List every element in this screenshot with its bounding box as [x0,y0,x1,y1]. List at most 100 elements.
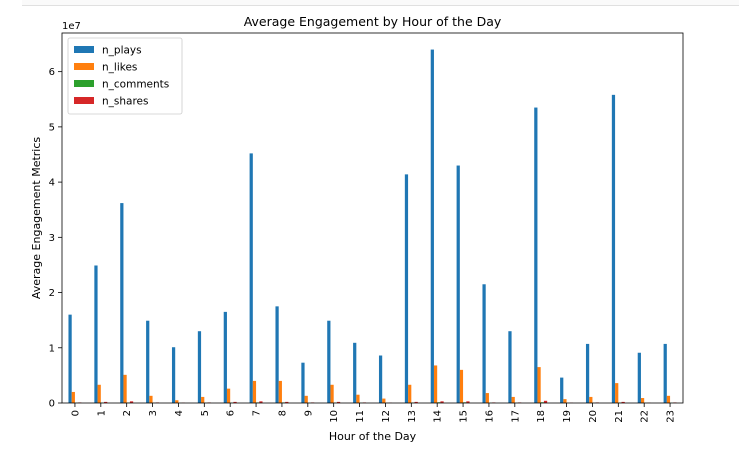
bar-n_likes-23 [666,395,671,403]
bar-n_plays-21 [611,94,616,404]
bar-n_likes-21 [615,383,619,403]
y-tick-label: 5 [49,122,55,133]
bar-n_plays-16 [482,284,486,403]
bar-n_shares-18 [543,400,548,403]
legend-label-n_comments: n_comments [102,79,169,91]
x-tick-label: 20 [588,410,599,423]
bar-n_plays-7 [249,153,253,403]
bar-n_shares-13 [414,401,418,403]
bar-n_plays-12 [378,355,383,403]
bar-n_likes-8 [278,380,282,403]
bar-n_likes-0 [71,391,75,403]
bar-n_shares-6 [233,401,237,403]
x-tick-label: 7 [252,410,263,416]
bar-n_likes-2 [123,374,127,403]
legend-swatch-n_likes [74,63,94,70]
x-tick-label: 3 [148,410,159,416]
bar-n_likes-20 [589,396,593,403]
legend-label-n_shares: n_shares [102,96,148,108]
bar-n_plays-23 [663,343,667,403]
bar-n_likes-10 [330,384,334,403]
bar-n_likes-3 [149,395,153,403]
bar-n_plays-8 [275,306,279,403]
y-tick-label: 3 [49,233,55,244]
bar-n_plays-4 [171,347,176,403]
bar-n_shares-10 [336,401,341,403]
bar-n_likes-13 [408,384,412,403]
x-tick-label: 1 [96,410,107,416]
x-tick-label: 17 [510,410,521,423]
bar-n_shares-8 [285,401,289,403]
bar-n_shares-21 [621,401,625,403]
bar-n_plays-1 [94,265,98,403]
bar-n_plays-18 [534,107,538,403]
bar-n_plays-10 [327,320,331,403]
bar-n_likes-22 [640,398,645,403]
y-axis-label: Average Engagement Metrics [30,137,43,300]
x-tick-label: 18 [536,410,547,423]
x-tick-label: 10 [329,410,340,423]
x-tick-label: 14 [433,410,444,423]
bar-n_likes-14 [433,365,438,403]
x-tick-label: 11 [355,410,366,423]
bar-n_shares-1 [104,401,108,403]
bar-n_plays-5 [197,331,202,403]
x-tick-label: 23 [666,410,677,423]
bar-n_plays-14 [430,49,434,403]
bar-n_plays-22 [637,352,641,403]
bar-n_likes-12 [382,398,386,403]
x-tick-label: 13 [407,410,418,423]
legend-label-n_likes: n_likes [102,62,137,74]
bar-n_likes-6 [226,388,231,403]
x-tick-label: 16 [484,410,495,423]
bar-n_plays-19 [560,377,564,403]
x-tick-label: 19 [562,410,573,423]
y-tick-label: 6 [49,67,55,78]
x-tick-label: 6 [226,410,237,416]
y-axis-scale-label: 1e7 [62,21,81,32]
y-tick-label: 4 [49,178,55,189]
x-tick-label: 12 [381,410,392,423]
bar-n_plays-3 [146,320,150,403]
bar-n_plays-2 [120,203,124,403]
notebook-cell-border [22,0,739,6]
bar-n_plays-20 [585,343,590,403]
bar-n_plays-13 [404,174,409,403]
plot-frame [61,32,684,404]
bar-n_plays-6 [223,311,227,403]
bar-n_shares-15 [466,401,470,403]
x-tick-label: 2 [122,410,133,416]
bar-n_likes-5 [201,396,205,403]
bar-n_plays-0 [68,314,72,403]
x-tick-label: 5 [200,410,211,416]
x-tick-label: 22 [640,410,651,423]
bar-n_plays-15 [456,165,460,403]
bar-n_likes-9 [304,395,308,403]
bar-n_likes-11 [356,394,360,403]
bar-n_likes-1 [97,384,101,403]
bars-group [68,49,677,404]
legend: n_plays n_likes n_comments n_shares [67,37,183,115]
x-tick-label: 4 [174,410,185,416]
y-ticks-group: 0 1 2 3 4 5 6 [49,67,62,410]
legend-swatch-n_shares [74,97,94,104]
bar-n_likes-17 [511,396,515,403]
bar-n_likes-19 [563,399,567,403]
bar-n_shares-14 [440,401,444,403]
x-axis-label: Hour of the Day [329,430,417,443]
x-tick-label: 15 [459,410,470,423]
x-tick-label: 8 [277,410,288,416]
x-tick-label: 0 [70,410,81,416]
bar-n_shares-2 [129,401,134,403]
bar-n_plays-17 [508,331,512,403]
y-tick-label: 2 [49,288,55,299]
x-tick-label: 9 [303,410,314,416]
bar-n_shares-7 [259,401,263,403]
bar-n_likes-18 [537,367,541,403]
y-tick-label: 1 [49,343,55,354]
bar-n_likes-4 [175,400,179,403]
bar-n_likes-15 [459,369,464,403]
x-tick-label: 21 [614,410,625,423]
bar-n_likes-7 [252,380,257,403]
